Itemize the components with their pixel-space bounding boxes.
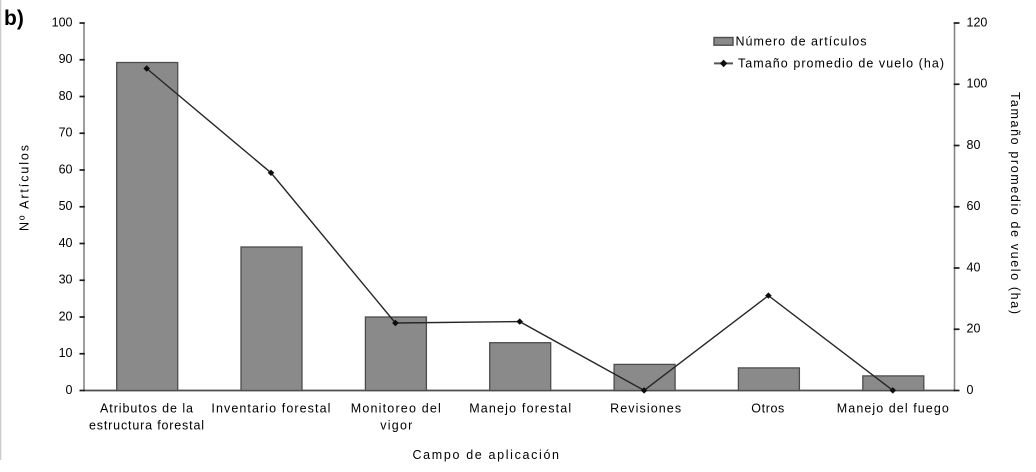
svg-text:40: 40 [967,260,981,274]
svg-text:80: 80 [967,138,981,152]
svg-text:Nº Artículos: Nº Artículos [18,145,32,231]
svg-text:Inventario forestal: Inventario forestal [211,401,330,415]
svg-text:120: 120 [967,15,988,29]
svg-text:Tamaño promedio de vuelo (ha): Tamaño promedio de vuelo (ha) [1008,92,1022,314]
svg-text:60: 60 [967,199,981,213]
svg-text:90: 90 [59,52,73,66]
svg-text:Otros: Otros [751,401,784,415]
svg-text:60: 60 [59,162,73,176]
svg-text:estructura forestal: estructura forestal [89,418,204,432]
svg-text:Número de artículos: Número de artículos [736,34,867,48]
svg-text:Campo de aplicación: Campo de aplicación [413,448,560,462]
svg-text:50: 50 [59,199,73,213]
svg-text:Atributos de la: Atributos de la [100,401,193,415]
svg-text:0: 0 [66,383,73,397]
svg-text:100: 100 [967,77,988,91]
svg-text:10: 10 [59,346,73,360]
svg-text:b): b) [4,7,24,30]
svg-text:70: 70 [59,126,73,140]
svg-text:Monitoreo del: Monitoreo del [351,401,441,415]
svg-text:Revisiones: Revisiones [610,401,681,415]
svg-text:40: 40 [59,236,73,250]
svg-text:100: 100 [52,15,73,29]
svg-text:80: 80 [59,89,73,103]
svg-text:vigor: vigor [380,418,412,432]
svg-text:Manejo del fuego: Manejo del fuego [837,401,949,415]
svg-text:20: 20 [59,309,73,323]
svg-text:0: 0 [967,383,974,397]
svg-text:Manejo forestal: Manejo forestal [469,401,571,415]
svg-text:20: 20 [967,322,981,336]
svg-text:30: 30 [59,273,73,287]
